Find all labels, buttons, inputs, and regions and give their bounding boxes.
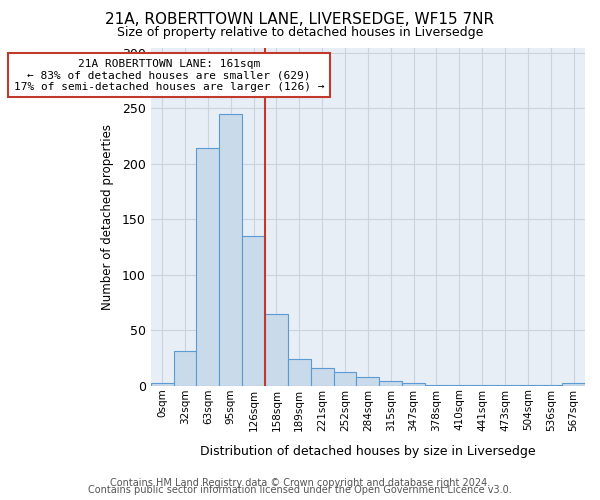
Text: 21A, ROBERTTOWN LANE, LIVERSEDGE, WF15 7NR: 21A, ROBERTTOWN LANE, LIVERSEDGE, WF15 7…	[106, 12, 494, 28]
Bar	[539, 384, 562, 386]
Bar	[311, 368, 334, 386]
Bar	[425, 384, 448, 386]
Bar	[448, 384, 471, 386]
Bar	[402, 384, 425, 386]
Text: Size of property relative to detached houses in Liversedge: Size of property relative to detached ho…	[117, 26, 483, 39]
Y-axis label: Number of detached properties: Number of detached properties	[101, 124, 113, 310]
Text: 21A ROBERTTOWN LANE: 161sqm
← 83% of detached houses are smaller (629)
17% of se: 21A ROBERTTOWN LANE: 161sqm ← 83% of det…	[14, 58, 324, 92]
Bar	[471, 384, 494, 386]
Bar	[151, 384, 173, 386]
Bar	[562, 384, 585, 386]
Bar	[494, 384, 517, 386]
Bar	[379, 382, 402, 386]
Bar	[288, 359, 311, 386]
Bar	[265, 314, 288, 386]
Bar	[517, 384, 539, 386]
Bar	[356, 377, 379, 386]
Bar	[334, 372, 356, 386]
Text: Contains HM Land Registry data © Crown copyright and database right 2024.: Contains HM Land Registry data © Crown c…	[110, 478, 490, 488]
X-axis label: Distribution of detached houses by size in Liversedge: Distribution of detached houses by size …	[200, 444, 536, 458]
Bar	[242, 236, 265, 386]
Bar	[196, 148, 219, 386]
Bar	[173, 352, 196, 386]
Bar	[219, 114, 242, 386]
Text: Contains public sector information licensed under the Open Government Licence v3: Contains public sector information licen…	[88, 485, 512, 495]
